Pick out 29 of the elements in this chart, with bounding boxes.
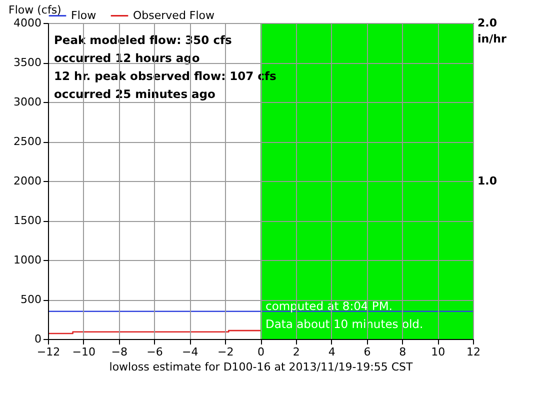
y-tick-label: 2500: [14, 135, 42, 148]
x-tick-label: 12: [466, 346, 480, 358]
x-tick-label: −6: [146, 346, 163, 358]
y2-tick-label: 2.0: [478, 16, 498, 30]
y-tick-label: 3000: [14, 96, 42, 108]
x-tick-label: 6: [364, 346, 371, 358]
y-tick-label: 2000: [14, 174, 42, 188]
y-tick-label: 4000: [14, 16, 42, 30]
y-tick-label: 500: [20, 293, 42, 306]
x-tick-label: −4: [182, 346, 198, 358]
y2-tick-label: 1.0: [478, 174, 498, 188]
legend-label: Observed Flow: [133, 8, 215, 22]
x-tick-label: −10: [72, 346, 96, 358]
x-tick-label: −2: [217, 346, 234, 358]
x-tick-label: −8: [111, 346, 128, 358]
y2-axis-title: in/hr: [478, 32, 507, 46]
x-tick-label: 0: [258, 346, 264, 358]
y-tick-label: 1500: [14, 214, 42, 227]
x-tick-label: 8: [399, 346, 406, 358]
x-axis-title: lowloss estimate for D100-16 at 2013/11/19-19:55 CST: [109, 360, 414, 374]
y-tick-label: 3500: [14, 56, 42, 69]
legend-label: Flow: [71, 8, 96, 22]
x-tick-label: 4: [328, 346, 336, 358]
y-tick-label: 1000: [14, 254, 42, 266]
y-axis-title: Flow (cfs): [8, 4, 62, 16]
x-tick-label: 2: [292, 346, 300, 358]
x-tick-label: 10: [431, 346, 446, 358]
y-tick-label: 0: [34, 332, 42, 346]
x-tick-label: −12: [36, 346, 60, 358]
